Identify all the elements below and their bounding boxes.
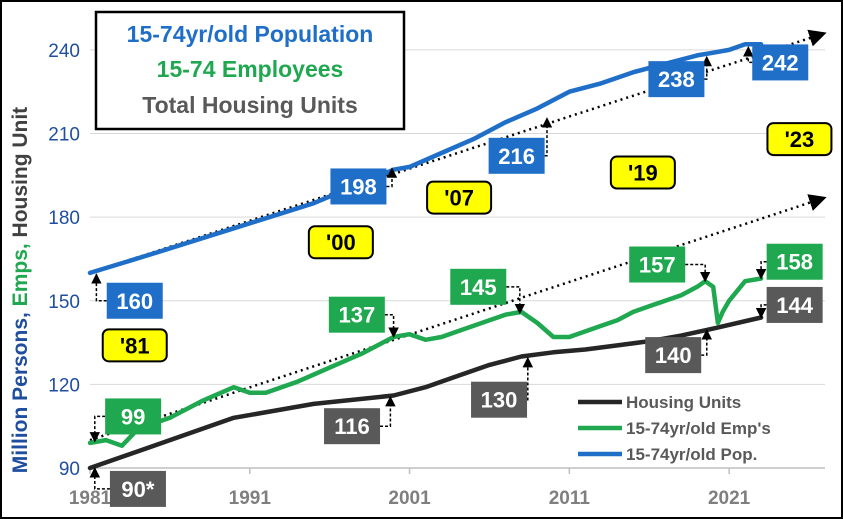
value-label-160: 160 <box>116 289 153 314</box>
value-box-140 <box>645 337 702 374</box>
value-label-130: 130 <box>481 388 518 413</box>
value-arrow-157 <box>685 263 711 283</box>
value-arrow-99 <box>89 415 106 443</box>
value-arrow-140 <box>701 328 713 356</box>
legend-entry-housing: Housing Units <box>626 393 741 412</box>
year-label-00: '00 <box>326 230 356 255</box>
value-arrow-158 <box>755 260 767 280</box>
value-label-238: 238 <box>658 67 695 92</box>
value-arrow-238 <box>701 55 713 80</box>
value-label-144: 144 <box>776 293 813 318</box>
year-label-81: '81 <box>120 333 150 358</box>
value-box-157 <box>629 246 686 283</box>
value-box-137 <box>328 296 385 333</box>
title-line-employees: 15-74 Employees <box>157 56 344 82</box>
year-box-23 <box>766 122 833 157</box>
value-labels: 242 238 216 198 160 137 145 157 158 99 144 140 130 11… <box>101 44 833 507</box>
year-label-07: '07 <box>444 186 474 211</box>
value-box-116 <box>324 408 381 445</box>
y-tick-label-180: 180 <box>48 208 80 229</box>
value-box-130 <box>471 381 528 418</box>
x-tick-label-1991: 1991 <box>229 488 272 509</box>
year-box-81 <box>101 328 168 363</box>
y-axis-label-emps: Emps, <box>9 237 32 306</box>
value-box-198 <box>330 168 387 205</box>
value-box-160 <box>106 282 163 319</box>
value-box-216 <box>488 137 545 174</box>
legend-entry-employees: 15-74yr/old Emp's <box>626 419 771 438</box>
year-label-19: '19 <box>628 161 658 186</box>
y-tick-label-240: 240 <box>48 41 80 62</box>
chart-title-box: 15-74yr/old Population 15-74 Employees T… <box>94 10 406 131</box>
x-tick-label-2001: 2001 <box>388 488 431 509</box>
value-arrow-137 <box>384 313 399 339</box>
year-box-00 <box>307 225 374 260</box>
value-box-238 <box>648 61 705 98</box>
value-box-99 <box>105 398 162 435</box>
value-label-198: 198 <box>340 174 377 199</box>
value-arrow-198 <box>386 167 398 188</box>
axes: 90 120 150 180 210 240 1981 1991 2001 2011 2021 <box>48 41 825 509</box>
year-box-19 <box>609 155 676 190</box>
value-arrow-90* <box>89 466 110 490</box>
value-label-242: 242 <box>762 50 799 75</box>
value-label-157: 157 <box>639 253 676 278</box>
label-arrows <box>89 46 767 490</box>
value-arrow-216 <box>541 117 553 157</box>
value-label-99: 99 <box>121 404 145 429</box>
value-arrow-116 <box>380 395 396 427</box>
x-tick-label-2011: 2011 <box>549 488 591 509</box>
x-tick-label-2021: 2021 <box>708 488 751 509</box>
y-axis-label: Million Persons, Emps, Housing Unit <box>9 107 32 473</box>
year-label-23: '23 <box>785 127 815 152</box>
y-tick-label-120: 120 <box>48 375 80 396</box>
value-label-116: 116 <box>334 414 370 439</box>
value-box-158 <box>766 243 823 280</box>
y-tick-label-150: 150 <box>48 292 80 313</box>
y-axis-label-persons: Million Persons, <box>9 306 32 473</box>
value-label-137: 137 <box>338 303 375 328</box>
value-label-140: 140 <box>655 343 692 368</box>
title-box-frame <box>94 10 406 131</box>
legend: Housing Units 15-74yr/old Emp's 15-74yr/… <box>578 393 771 464</box>
value-arrow-145 <box>506 286 526 315</box>
x-tick-label-1981: 1981 <box>69 488 112 509</box>
title-line-population: 15-74yr/old Population <box>127 21 374 47</box>
value-arrow-242 <box>743 46 754 64</box>
value-box-90* <box>109 470 166 507</box>
value-box-145 <box>450 268 507 305</box>
value-label-158: 158 <box>776 250 813 275</box>
value-label-90*: 90* <box>121 477 154 502</box>
title-line-housing: Total Housing Units <box>142 92 358 118</box>
y-tick-label-210: 210 <box>48 125 80 146</box>
value-arrow-130 <box>522 356 534 401</box>
legend-entry-population: 15-74yr/old Pop. <box>626 445 757 464</box>
y-axis-label-housing: Housing Unit <box>9 107 32 238</box>
value-arrow-144 <box>755 304 767 319</box>
value-box-144 <box>766 286 823 323</box>
y-tick-label-90: 90 <box>59 459 80 480</box>
value-label-145: 145 <box>460 275 497 300</box>
year-box-07 <box>426 180 493 215</box>
value-arrow-160 <box>91 273 107 302</box>
series-line-15-74yr-old-pop- <box>87 42 764 276</box>
value-box-242 <box>752 44 809 81</box>
value-label-216: 216 <box>498 144 535 169</box>
